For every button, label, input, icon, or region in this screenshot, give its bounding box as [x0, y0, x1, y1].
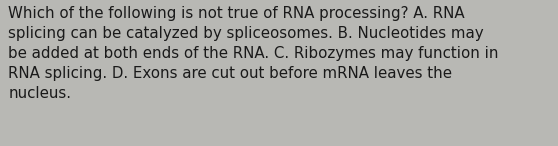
- Text: Which of the following is not true of RNA processing? A. RNA
splicing can be cat: Which of the following is not true of RN…: [8, 6, 499, 101]
